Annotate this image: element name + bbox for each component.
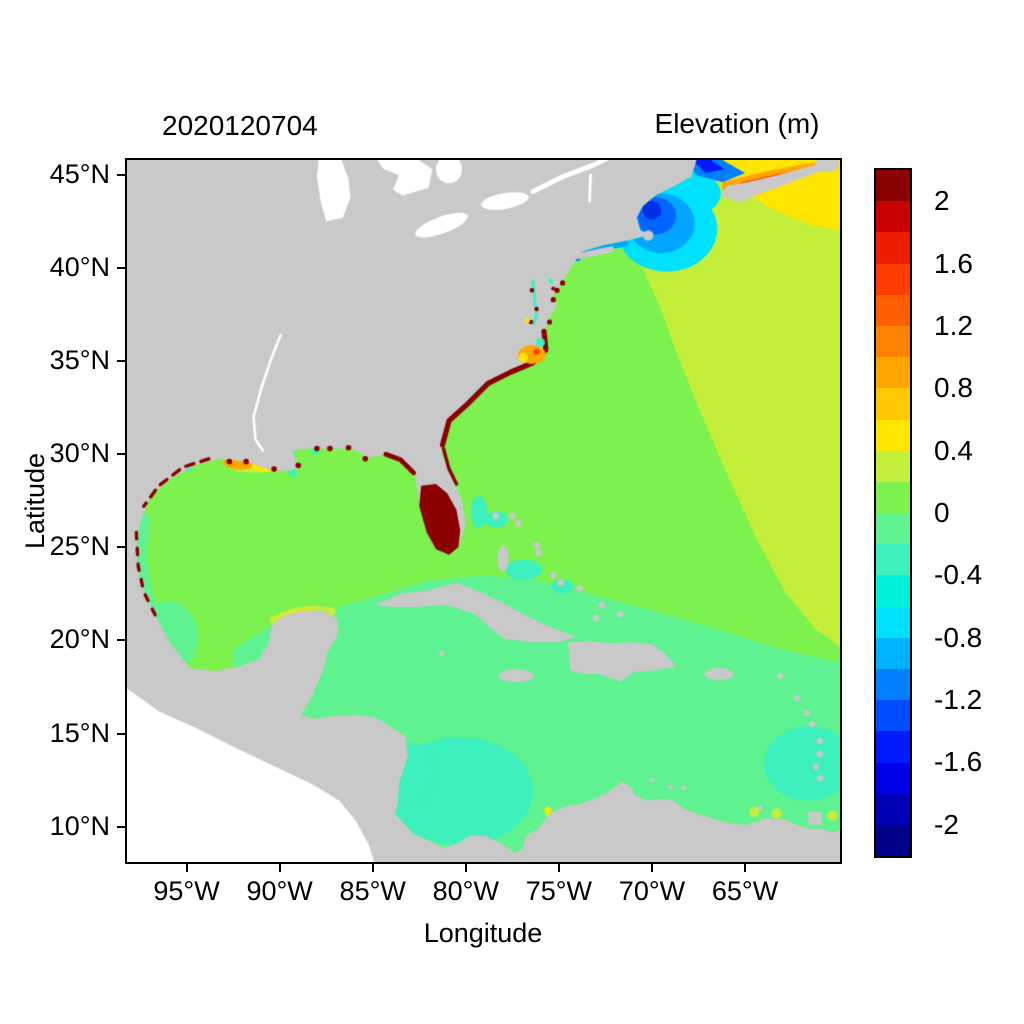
x-tick-mark (744, 864, 747, 872)
y-tick-label: 35°N (49, 345, 110, 376)
colorbar-block (876, 170, 910, 202)
colorbar-block (876, 824, 910, 857)
colorbar-tick-label: -0.4 (934, 559, 983, 591)
colorbar-block (876, 294, 910, 326)
y-tick-label: 40°N (49, 252, 110, 282)
colorbar-block (876, 793, 910, 825)
colorbar-block (876, 481, 910, 514)
colorbar-tick-label: 0.4 (934, 434, 973, 466)
y-tick-mark (117, 732, 125, 735)
colorbar-block (876, 606, 910, 638)
y-tick-label: 45°N (49, 158, 110, 189)
colorbar-tick-label: 2 (934, 185, 950, 217)
colorbar-tick-label: -0.8 (934, 621, 983, 653)
colorbar-block (876, 731, 910, 763)
y-tick-mark (117, 173, 125, 176)
y-tick-label: 15°N (49, 717, 110, 748)
colorbar-block (876, 762, 910, 794)
y-tick-mark (117, 546, 125, 549)
colorbar-block (876, 575, 910, 607)
colorbar-tick-label: 0 (934, 497, 950, 528)
colorbar-block (876, 325, 910, 358)
x-tick-label: 75°W (525, 876, 593, 906)
x-tick-mark (278, 864, 281, 872)
colorbar-block (876, 419, 910, 451)
x-tick-mark (185, 864, 188, 872)
colorbar-tick-label: 1.6 (934, 247, 973, 279)
y-tick-mark (117, 639, 125, 642)
y-tick-label: 25°N (49, 531, 110, 562)
colorbar-tick-label: -1.2 (934, 684, 983, 716)
colorbar-block (876, 637, 910, 669)
figure-title: Elevation (m) (654, 108, 820, 139)
x-tick-mark (371, 864, 374, 872)
y-tick-label: 10°N (49, 810, 110, 841)
colorbar (874, 168, 912, 858)
colorbar-tick-label: 0.8 (934, 372, 973, 404)
x-tick-label: 70°W (618, 876, 686, 906)
colorbar-block (876, 201, 910, 233)
x-tick-mark (650, 864, 653, 872)
colorbar-block (876, 544, 910, 576)
colorbar-block (876, 388, 910, 420)
y-tick-mark (117, 267, 125, 269)
y-tick-mark (117, 360, 125, 363)
y-tick-mark (117, 453, 125, 456)
x-tick-mark (557, 864, 560, 872)
y-tick-label: 20°N (49, 624, 110, 655)
colorbar-tick-label: -2 (934, 808, 959, 840)
date-label: 2020120704 (162, 110, 318, 141)
x-tick-label: 90°W (246, 876, 313, 906)
colorbar-tick-label: 1.2 (934, 309, 973, 341)
map-plot-frame (125, 158, 842, 864)
y-tick-mark (117, 825, 125, 828)
colorbar-block (876, 450, 910, 482)
x-tick-mark (464, 864, 467, 872)
colorbar-block (876, 513, 910, 545)
elevation-map-canvas (127, 160, 840, 862)
y-tick-label: 30°N (49, 438, 110, 469)
colorbar-block (876, 669, 910, 701)
colorbar-block (876, 357, 910, 389)
x-tick-label: 80°W (432, 876, 499, 906)
x-tick-label: 85°W (339, 876, 406, 906)
colorbar-tick-label: -1.6 (934, 746, 983, 778)
x-axis-label: Longitude (423, 918, 543, 948)
colorbar-block (876, 700, 910, 732)
x-tick-label: 95°W (153, 876, 220, 906)
x-tick-label: 65°W (711, 876, 779, 906)
colorbar-block (876, 263, 910, 295)
colorbar-block (876, 232, 910, 264)
